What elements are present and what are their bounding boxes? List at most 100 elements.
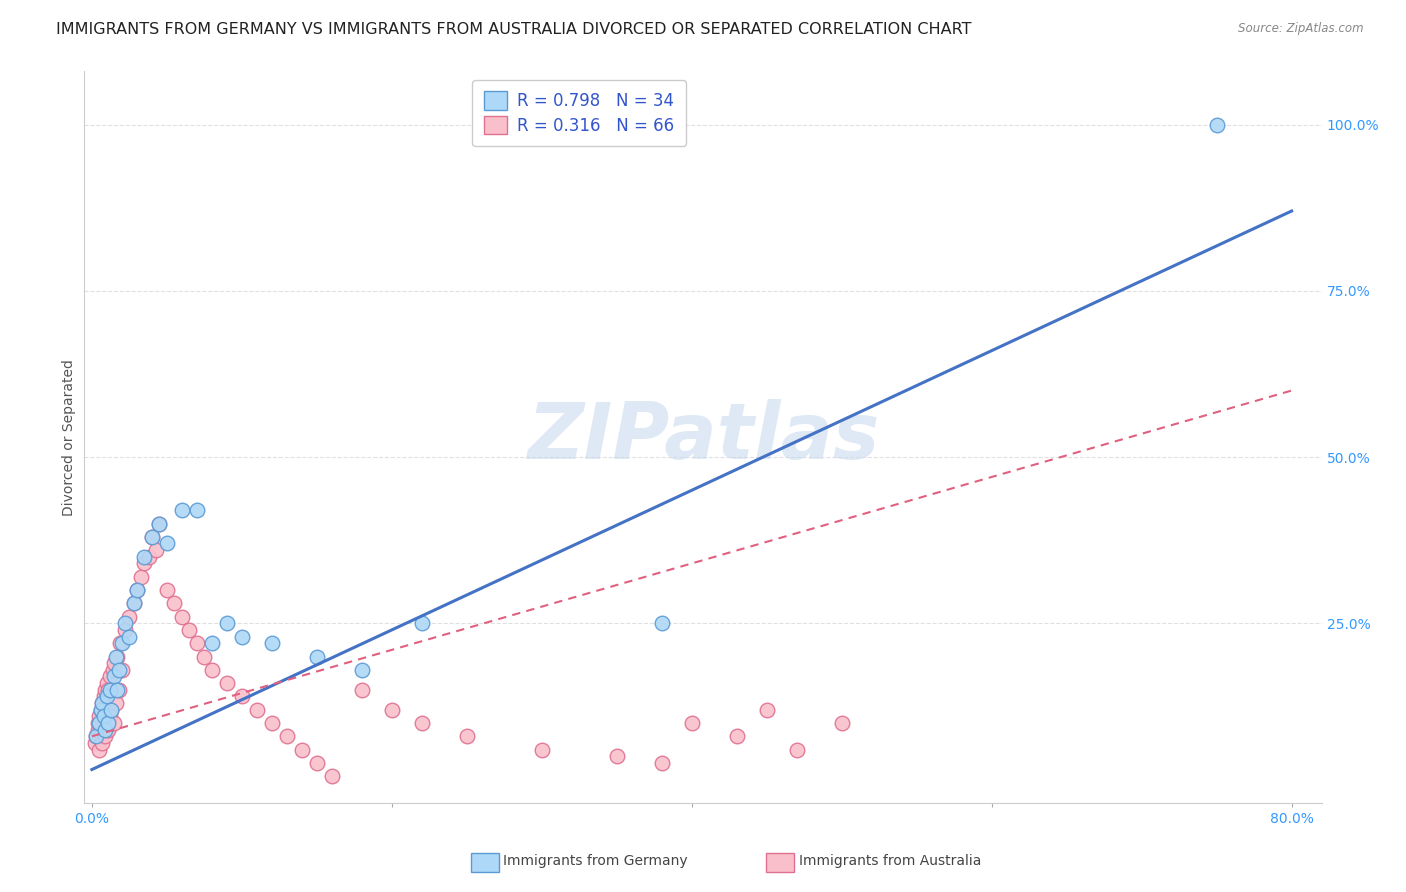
- Point: [100, 703, 122, 717]
- Point: [96, 690, 118, 704]
- Text: IMMIGRANTS FROM GERMANY VS IMMIGRANTS FROM AUSTRALIA DIVORCED OR SEPARATED CORRE: IMMIGRANTS FROM GERMANY VS IMMIGRANTS FR…: [56, 22, 972, 37]
- Point: [170, 609, 193, 624]
- Point: [725, 729, 748, 743]
- Point: [118, 609, 141, 624]
- Point: [93, 709, 115, 723]
- Point: [201, 636, 224, 650]
- Point: [89, 709, 111, 723]
- Point: [86, 729, 108, 743]
- Point: [104, 649, 127, 664]
- Point: [94, 682, 117, 697]
- Point: [456, 729, 478, 743]
- Point: [1205, 118, 1227, 132]
- Point: [86, 729, 108, 743]
- Point: [681, 716, 703, 731]
- Text: Immigrants from Germany: Immigrants from Germany: [503, 854, 688, 868]
- Point: [96, 716, 118, 731]
- Point: [96, 676, 118, 690]
- Point: [651, 616, 673, 631]
- Point: [89, 716, 111, 731]
- Point: [156, 582, 179, 597]
- Point: [305, 649, 328, 664]
- Point: [87, 716, 110, 731]
- Point: [179, 623, 201, 637]
- Point: [134, 557, 156, 571]
- Point: [97, 723, 120, 737]
- Point: [90, 703, 112, 717]
- Point: [83, 736, 105, 750]
- Point: [215, 676, 238, 690]
- Point: [125, 582, 148, 597]
- Point: [606, 749, 628, 764]
- Point: [246, 703, 269, 717]
- Point: [755, 703, 778, 717]
- Point: [97, 682, 120, 697]
- Point: [105, 649, 128, 664]
- Point: [350, 663, 373, 677]
- Point: [98, 669, 121, 683]
- Point: [193, 649, 215, 664]
- Point: [122, 596, 145, 610]
- Point: [231, 630, 253, 644]
- Point: [291, 742, 314, 756]
- Point: [350, 682, 373, 697]
- Point: [321, 769, 343, 783]
- Point: [215, 616, 238, 631]
- Text: Source: ZipAtlas.com: Source: ZipAtlas.com: [1239, 22, 1364, 36]
- Point: [111, 663, 134, 677]
- Point: [94, 723, 117, 737]
- Point: [89, 742, 111, 756]
- Point: [93, 723, 115, 737]
- Point: [108, 682, 131, 697]
- Point: [110, 636, 132, 650]
- Point: [186, 636, 208, 650]
- Point: [125, 582, 148, 597]
- Point: [98, 709, 121, 723]
- Point: [98, 682, 121, 697]
- Point: [305, 756, 328, 770]
- Point: [118, 630, 141, 644]
- Point: [131, 570, 153, 584]
- Point: [148, 516, 170, 531]
- Point: [141, 530, 163, 544]
- Point: [145, 543, 167, 558]
- Point: [201, 663, 224, 677]
- Text: Immigrants from Australia: Immigrants from Australia: [799, 854, 981, 868]
- Point: [276, 729, 298, 743]
- Point: [114, 623, 136, 637]
- Point: [381, 703, 404, 717]
- Point: [103, 669, 125, 683]
- Point: [108, 663, 131, 677]
- Point: [138, 549, 160, 564]
- Point: [114, 616, 136, 631]
- Legend: R = 0.798   N = 34, R = 0.316   N = 66: R = 0.798 N = 34, R = 0.316 N = 66: [472, 79, 686, 146]
- Point: [94, 729, 117, 743]
- Point: [786, 742, 808, 756]
- Point: [530, 742, 553, 756]
- Point: [103, 716, 125, 731]
- Point: [111, 636, 134, 650]
- Point: [411, 716, 433, 731]
- Point: [97, 716, 120, 731]
- Point: [260, 636, 283, 650]
- Point: [831, 716, 853, 731]
- Point: [101, 663, 124, 677]
- Point: [134, 549, 156, 564]
- Point: [163, 596, 186, 610]
- Point: [91, 696, 114, 710]
- Text: ZIPatlas: ZIPatlas: [527, 399, 879, 475]
- Point: [100, 703, 122, 717]
- Point: [90, 729, 112, 743]
- Point: [122, 596, 145, 610]
- Point: [104, 696, 127, 710]
- Point: [186, 503, 208, 517]
- Point: [411, 616, 433, 631]
- Y-axis label: Divorced or Separated: Divorced or Separated: [62, 359, 76, 516]
- Point: [231, 690, 253, 704]
- Point: [91, 696, 114, 710]
- Point: [105, 682, 128, 697]
- Point: [87, 723, 110, 737]
- Point: [170, 503, 193, 517]
- Point: [141, 530, 163, 544]
- Point: [90, 703, 112, 717]
